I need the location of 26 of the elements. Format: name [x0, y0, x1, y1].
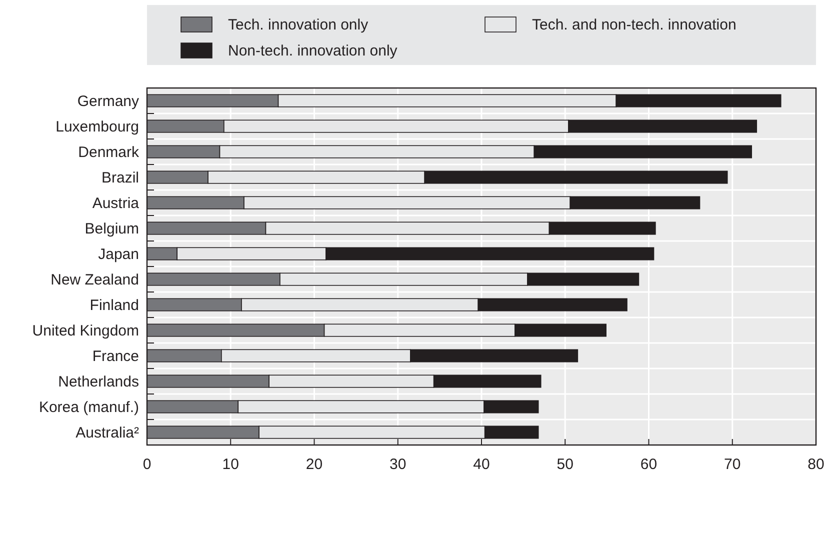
- x-tick-label: 40: [473, 456, 490, 473]
- y-tick-label: New Zealand: [50, 271, 139, 288]
- x-tick-label: 80: [808, 456, 824, 473]
- y-tick-label: Belgium: [84, 220, 139, 238]
- x-tick-label: 10: [222, 456, 239, 473]
- y-tick-label: Austria: [92, 194, 140, 212]
- legend-label: Non-tech. innovation only: [228, 42, 398, 60]
- y-tick-label: Germany: [77, 92, 140, 110]
- x-tick-label: 50: [556, 456, 574, 473]
- y-tick-label: Brazil: [101, 169, 139, 186]
- x-tick-label: 0: [142, 456, 152, 473]
- y-tick-label: Korea (manuf.): [38, 398, 139, 416]
- y-tick-label: Denmark: [78, 144, 140, 161]
- legend-label: Tech. innovation only: [228, 16, 369, 34]
- y-tick-label: United Kingdom: [32, 322, 139, 340]
- y-tick-label: Luxembourg: [56, 118, 139, 136]
- y-tick-label: Finland: [90, 296, 139, 314]
- legend-label: Tech. and non-tech. innovation: [532, 16, 736, 34]
- x-tick-label: 20: [306, 456, 323, 473]
- y-tick-label: France: [92, 348, 139, 365]
- x-tick-label: 30: [390, 456, 406, 473]
- y-tick-label: Australia²: [76, 424, 139, 442]
- x-tick-label: 70: [724, 456, 741, 473]
- y-tick-label: Netherlands: [58, 373, 139, 390]
- y-tick-label: Japan: [98, 246, 139, 263]
- x-tick-label: 60: [640, 456, 658, 473]
